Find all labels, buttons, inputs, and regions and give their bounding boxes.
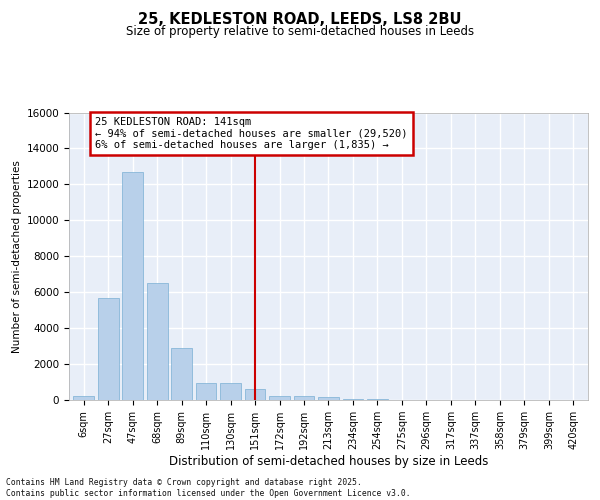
Text: 25, KEDLESTON ROAD, LEEDS, LS8 2BU: 25, KEDLESTON ROAD, LEEDS, LS8 2BU [138,12,462,28]
Text: Contains HM Land Registry data © Crown copyright and database right 2025.
Contai: Contains HM Land Registry data © Crown c… [6,478,410,498]
Bar [73,396,94,400]
X-axis label: Distribution of semi-detached houses by size in Leeds: Distribution of semi-detached houses by … [169,455,488,468]
Text: Size of property relative to semi-detached houses in Leeds: Size of property relative to semi-detach… [126,25,474,38]
Bar [98,298,119,400]
Bar [122,172,143,400]
Text: 25 KEDLESTON ROAD: 141sqm
← 94% of semi-detached houses are smaller (29,520)
6% : 25 KEDLESTON ROAD: 141sqm ← 94% of semi-… [95,117,407,150]
Bar [196,383,217,400]
Bar [269,396,290,400]
Bar [220,383,241,400]
Bar [367,399,388,400]
Bar [147,283,167,400]
Bar [318,398,339,400]
Bar [171,348,192,400]
Bar [343,399,364,400]
Y-axis label: Number of semi-detached properties: Number of semi-detached properties [13,160,22,352]
Bar [245,389,265,400]
Bar [293,396,314,400]
